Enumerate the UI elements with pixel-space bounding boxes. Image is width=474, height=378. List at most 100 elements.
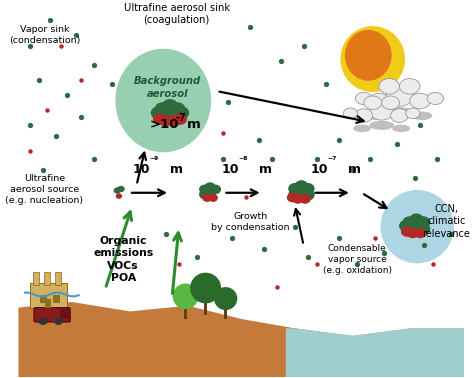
Circle shape [295,188,308,200]
Ellipse shape [406,108,420,119]
Circle shape [414,228,426,238]
Circle shape [117,186,125,192]
Bar [55,272,61,285]
Circle shape [162,108,178,122]
Text: Growth
by condensation: Growth by condensation [211,212,290,232]
Ellipse shape [427,92,444,105]
Ellipse shape [367,112,387,120]
Circle shape [416,223,430,235]
Circle shape [292,194,303,204]
Ellipse shape [400,79,420,94]
Polygon shape [18,302,464,377]
Circle shape [402,223,417,235]
Circle shape [301,183,315,194]
Circle shape [153,113,166,125]
Ellipse shape [345,30,392,81]
Circle shape [402,216,417,228]
Text: -7: -7 [175,113,186,123]
Text: >10: >10 [150,118,179,131]
Circle shape [151,106,167,119]
Circle shape [204,182,216,192]
Circle shape [202,194,212,202]
Circle shape [155,102,171,116]
Circle shape [159,115,173,127]
Text: ⁻⁷: ⁻⁷ [327,156,337,166]
Circle shape [409,214,424,226]
Circle shape [416,216,430,228]
Circle shape [299,194,311,204]
Text: Organic
emissions
VOCs
POA: Organic emissions VOCs POA [93,236,153,283]
Circle shape [114,187,121,194]
Text: Condensable
vapor source
(e.g. oxidation): Condensable vapor source (e.g. oxidation… [323,243,392,275]
Ellipse shape [381,190,454,263]
FancyBboxPatch shape [34,308,70,322]
Circle shape [295,187,308,198]
Text: CCN,
climatic
relevance: CCN, climatic relevance [422,204,470,239]
Ellipse shape [382,96,400,110]
Ellipse shape [356,92,372,105]
Bar [40,295,46,303]
Circle shape [173,113,187,125]
Circle shape [295,180,308,192]
Ellipse shape [115,49,211,152]
Circle shape [399,220,413,232]
Ellipse shape [214,287,237,310]
Circle shape [409,222,424,234]
Bar [224,310,227,319]
Circle shape [401,226,413,237]
Ellipse shape [379,79,400,94]
Bar [33,272,39,285]
Text: m: m [348,163,361,176]
Bar [45,299,51,308]
Circle shape [155,109,171,123]
Text: ⁻⁹: ⁻⁹ [149,156,158,166]
Text: 10: 10 [221,163,239,176]
Circle shape [204,189,216,199]
Ellipse shape [386,87,413,106]
Ellipse shape [370,104,393,120]
Circle shape [199,190,210,199]
Ellipse shape [340,26,405,92]
Ellipse shape [369,93,389,109]
Ellipse shape [343,108,357,119]
Polygon shape [286,328,464,377]
Ellipse shape [391,109,409,122]
Text: ⁻⁸: ⁻⁸ [238,156,247,166]
Circle shape [38,318,47,325]
Ellipse shape [410,93,430,109]
Text: Ultrafine aerosol sink
(coagulation): Ultrafine aerosol sink (coagulation) [124,3,230,25]
Bar [53,295,60,303]
Ellipse shape [385,107,414,118]
Text: m: m [170,163,183,176]
Text: Background
aerosol: Background aerosol [134,76,201,99]
Bar [60,309,70,319]
Bar [29,283,67,308]
Circle shape [409,221,424,233]
Ellipse shape [190,273,221,304]
Bar [184,308,187,319]
Circle shape [167,115,181,127]
Text: Ultrafine
aerosol source
(e.g. nucleation): Ultrafine aerosol source (e.g. nucleatio… [5,174,83,205]
Ellipse shape [355,109,373,122]
Text: 10: 10 [310,163,328,176]
Ellipse shape [369,121,394,130]
Circle shape [162,107,178,121]
Circle shape [407,228,419,238]
Bar [204,302,207,315]
Text: m: m [187,118,201,131]
Text: 10: 10 [132,163,150,176]
Circle shape [170,109,185,123]
Circle shape [173,106,189,119]
Circle shape [288,189,302,201]
Circle shape [54,318,63,325]
Circle shape [288,183,302,194]
Text: m: m [259,163,272,176]
Circle shape [301,189,315,201]
Ellipse shape [173,284,199,309]
Circle shape [208,194,218,202]
Circle shape [170,102,185,116]
Circle shape [287,193,298,202]
Circle shape [199,184,210,194]
Bar [44,272,50,285]
Circle shape [162,99,178,113]
